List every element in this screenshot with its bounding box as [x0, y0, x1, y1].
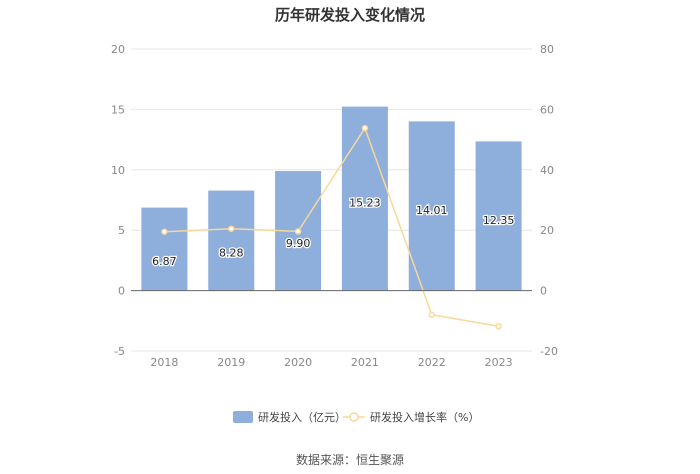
y-left-tick-label: -5 — [114, 345, 125, 358]
x-tick-label: 2018 — [150, 356, 178, 369]
source-note: 数据来源：恒生聚源 — [295, 453, 404, 467]
y-right-tick-label: 80 — [540, 43, 554, 56]
x-tick-label: 2023 — [485, 356, 513, 369]
legend-swatch-point — [349, 412, 359, 422]
bar-value-label: 6.87 — [152, 255, 177, 268]
axis-layer: -5 0 5 10 15 20 -20 0 20 40 60 80 2018 2019 2020 2021 20… — [111, 43, 558, 369]
y-left-tick-label: 5 — [118, 224, 125, 237]
x-tick-label: 2021 — [351, 356, 379, 369]
bar-layer — [141, 106, 522, 291]
bar — [208, 190, 255, 291]
growth-point — [428, 311, 435, 319]
y-right-tick-label: 0 — [540, 285, 547, 298]
y-left-tick-label: 10 — [111, 164, 125, 177]
legend-label-bar: 研发投入（亿元） — [258, 410, 346, 424]
line-layer — [161, 124, 502, 330]
growth-point — [294, 228, 302, 235]
bar-value-label: 14.01 — [416, 204, 448, 217]
growth-point — [361, 124, 369, 132]
x-tick-label: 2022 — [418, 356, 446, 369]
y-right-tick-label: 40 — [540, 164, 554, 177]
y-right-tick-label: 20 — [540, 224, 554, 237]
growth-point — [495, 322, 502, 330]
y-left-tick-label: 20 — [111, 43, 125, 56]
bar — [341, 106, 388, 291]
legend[interactable]: 研发投入（亿元） 研发投入增长率（%） — [233, 410, 479, 424]
legend-swatch-bar — [233, 411, 253, 423]
bar-value-label: 9.90 — [286, 237, 311, 250]
y-right-tick-label: -20 — [540, 345, 558, 358]
x-tick-label: 2019 — [217, 356, 245, 369]
legend-label-line: 研发投入增长率（%） — [370, 410, 479, 424]
growth-point — [228, 225, 235, 232]
y-left-tick-label: 0 — [118, 285, 125, 298]
y-left-tick-label: 15 — [111, 103, 125, 116]
bar-value-label: 15.23 — [349, 197, 381, 210]
label-layer: 6.87 8.28 9.90 15.23 14.01 12.35 — [151, 195, 516, 269]
bar — [141, 207, 188, 291]
grid-layer — [131, 48, 532, 352]
x-tick-label: 2020 — [284, 356, 312, 369]
bar — [475, 141, 522, 291]
growth-line — [164, 126, 499, 327]
y-right-tick-label: 60 — [540, 103, 554, 116]
chart-title: 历年研发投入变化情况 — [274, 6, 425, 24]
bar-value-label: 8.28 — [219, 247, 244, 260]
bar — [408, 121, 455, 291]
bar-value-label: 12.35 — [483, 214, 515, 227]
growth-point — [161, 228, 168, 235]
